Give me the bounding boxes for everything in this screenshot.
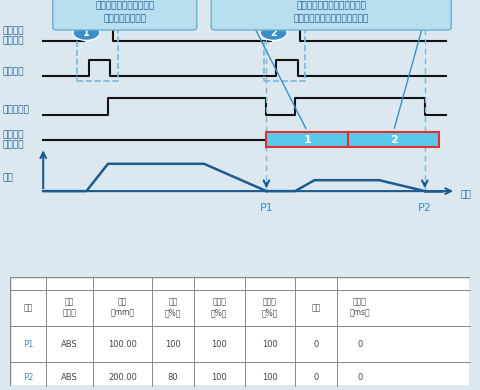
FancyBboxPatch shape [211,0,451,30]
Text: 100: 100 [262,340,278,349]
Text: 番号: 番号 [24,303,33,312]
Text: 速度: 速度 [2,173,13,182]
Text: ABS: ABS [61,340,78,349]
Text: P1: P1 [23,340,33,349]
Text: 1: 1 [83,28,90,38]
Circle shape [260,25,287,41]
Text: P1: P1 [260,204,273,213]
Text: 100.00: 100.00 [108,340,137,349]
Text: 減速度
（%）: 減速度 （%） [262,298,278,317]
Text: P2: P2 [418,204,432,213]
Text: 100: 100 [211,340,227,349]
FancyBboxPatch shape [266,132,348,147]
Text: 2: 2 [270,28,277,38]
Text: ポイント
番号選択: ポイント 番号選択 [2,27,24,46]
Text: タイマ
（ms）: タイマ （ms） [349,298,370,317]
Text: P2: P2 [23,373,33,382]
Text: 位置
（mm）: 位置 （mm） [110,298,134,317]
Text: 分岐: 分岐 [312,303,321,312]
Text: 運転
タイプ: 運転 タイプ [62,298,76,317]
Text: ABS: ABS [61,373,78,382]
Text: 1: 1 [303,135,311,145]
FancyBboxPatch shape [10,277,470,386]
FancyBboxPatch shape [53,0,197,30]
Text: 2: 2 [390,135,397,145]
Text: 位置決め完了後に番号を出力
（開始時出力への変更も可能）: 位置決め完了後に番号を出力 （開始時出力への変更も可能） [294,2,369,23]
Text: 0: 0 [357,373,362,382]
Text: 0: 0 [313,373,319,382]
Text: 0: 0 [357,340,362,349]
Text: スタート: スタート [2,67,24,76]
Text: 200.00: 200.00 [108,373,137,382]
Text: 加速度
（%）: 加速度 （%） [211,298,228,317]
Text: ポイント
番号出力: ポイント 番号出力 [2,130,24,150]
Text: 80: 80 [168,373,179,382]
FancyBboxPatch shape [348,132,439,147]
Text: 100: 100 [211,373,227,382]
Text: 時間: 時間 [461,191,471,200]
Text: 100: 100 [262,373,278,382]
Text: 速度
（%）: 速度 （%） [165,298,181,317]
Circle shape [73,25,100,41]
Text: 運転実行中: 運転実行中 [2,105,29,114]
Text: 0: 0 [313,340,319,349]
Text: 100: 100 [165,340,181,349]
Text: ポイント番号を指定して
スタートするだけ: ポイント番号を指定して スタートするだけ [95,2,155,23]
